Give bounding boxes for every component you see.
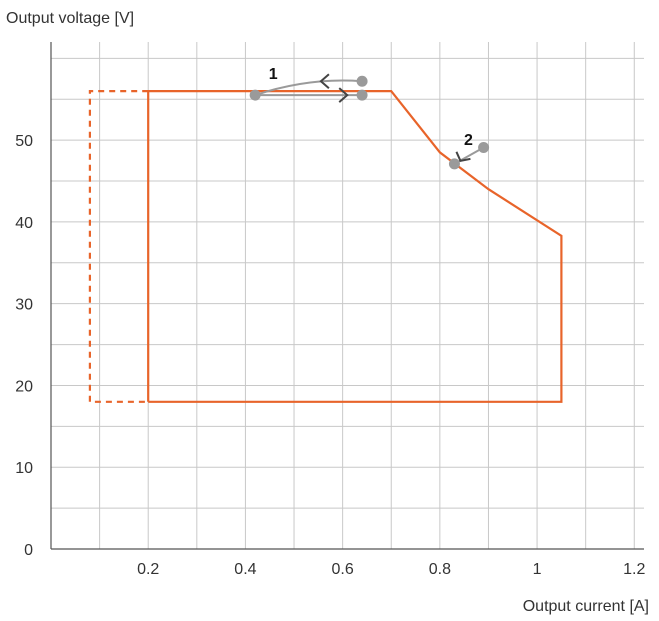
y-tick-label: 30 [15,297,33,314]
x-axis-label: Output current [A] [522,598,649,615]
x-tick-label: 0.6 [332,561,354,578]
series-line-dashed [88,89,149,403]
y-tick-label: 50 [15,133,33,150]
y-axis-label: Output voltage [V] [6,10,135,27]
x-tick-label: 1.2 [623,561,645,578]
annotation-1-start-dot [249,89,261,101]
series-line-solid [147,89,563,403]
annotation-2-line [453,146,485,165]
annotation-1-label: 1 [269,66,278,83]
annotation-1-back-dot [356,75,368,87]
series-layer [88,89,563,403]
axes [50,42,644,550]
annotation-2-label: 2 [464,132,473,149]
y-tick-label: 10 [15,460,33,477]
annotation-2-start-dot [448,158,460,170]
annotation-1-end-dot [356,89,368,101]
annotation-1-forward-arrowhead [338,87,349,103]
y-tick-label: 0 [24,542,33,559]
annotation-2-arrowhead [455,151,471,162]
x-tick-label: 1 [533,561,542,578]
grid [51,42,644,549]
x-tick-label: 0.4 [234,561,256,578]
annotations-layer: 12 [249,66,490,170]
annotation-1-back-curve [254,79,363,97]
tick-labels: 0.2 0.4 0.6 0.8 1 1.2 0 10 20 30 40 50 [15,133,645,578]
annotation-2-end-dot [478,141,490,153]
x-tick-label: 0.8 [429,561,451,578]
y-tick-label: 20 [15,378,33,395]
x-tick-label: 0.2 [137,561,159,578]
y-tick-label: 40 [15,215,33,232]
annotation-1-back-arrowhead [319,73,330,90]
